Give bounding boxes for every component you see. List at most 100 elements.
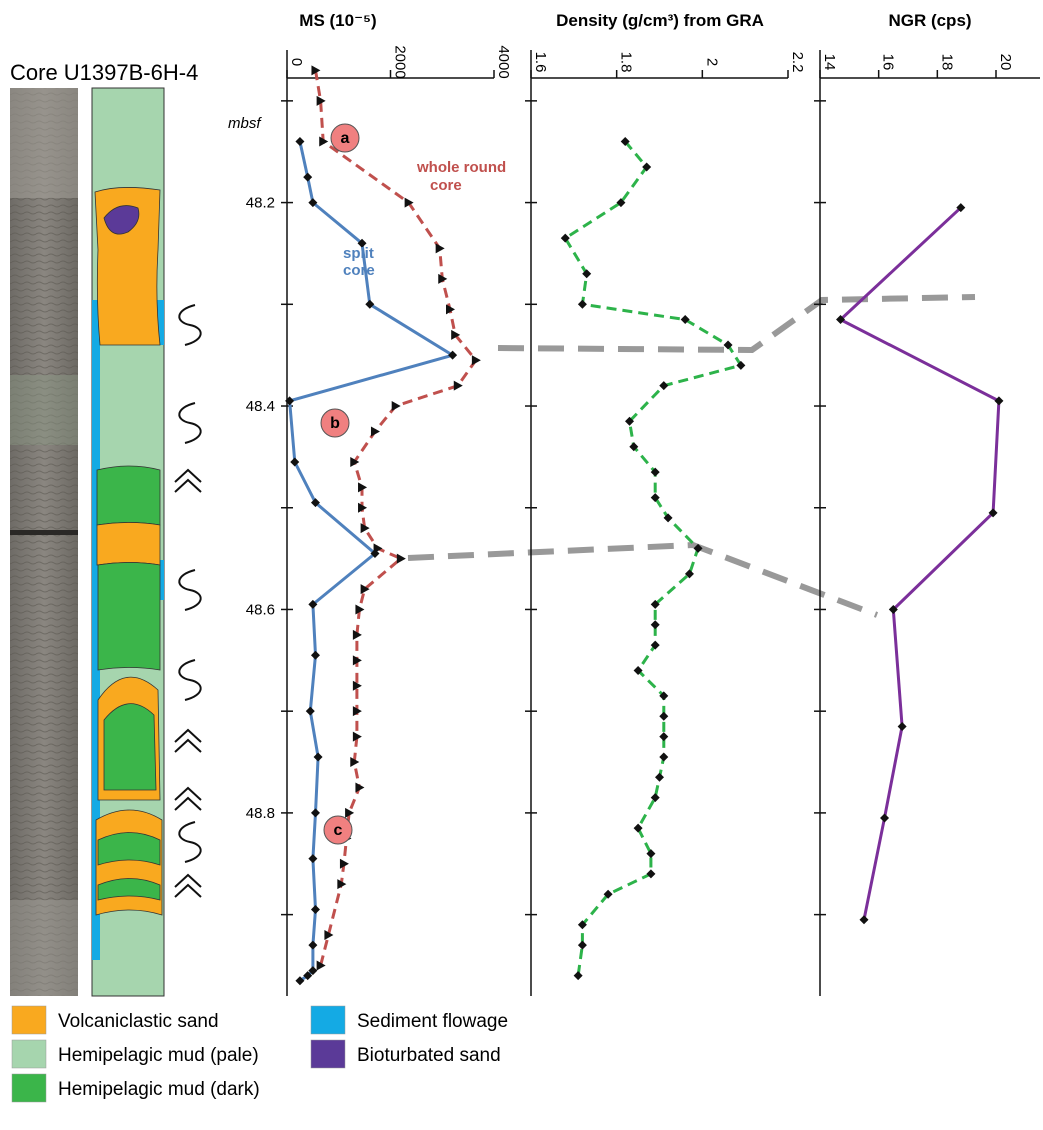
data-point [308,599,318,609]
data-point [577,920,587,930]
legend: Volcaniclastic sand Hemipelagic mud (pale… [11,1005,508,1103]
data-point [352,680,362,691]
data-point [836,315,846,325]
data-point [350,757,360,768]
data-point [316,960,326,971]
annotation-b [320,408,350,438]
lithology-column [91,87,165,997]
data-point [303,172,313,182]
dark-mud-4 [97,832,161,901]
data-point [308,966,318,976]
depth-tick-label: 48.2 [246,195,275,212]
data-point [352,655,362,666]
data-point [396,553,406,564]
sand-bed-2 [96,522,161,566]
legend-label: Hemipelagic mud (dark) [58,1079,260,1100]
data-point [446,304,456,315]
depth-tick-label: 48.6 [246,601,275,618]
data-point [308,854,318,864]
data-point [646,869,656,879]
chevron-symbol [174,786,202,811]
depth-unit: mbsf [228,115,262,132]
x-tick-label: 20 [997,54,1014,71]
legend-label: Bioturbated sand [357,1045,501,1066]
core-label: Core U1397B-6H-4 [10,60,198,85]
data-point [659,752,669,762]
series-line-1-0 [563,140,744,976]
data-point [650,467,660,477]
data-point [355,604,365,615]
data-point [310,905,320,915]
chevron-symbol [174,873,202,898]
data-point [650,640,660,650]
chevron-symbol [174,468,202,493]
ngr-title: NGR (cps) [888,11,971,30]
annotation-label-b: b [330,415,340,432]
legend-swatch [11,1005,47,1035]
flowage-symbol [178,402,202,444]
data-point [659,711,669,721]
x-tick-label: 16 [880,54,897,71]
legend-swatch [310,1039,346,1069]
data-point [404,197,414,208]
dark-mud-3 [103,703,157,791]
data-point [573,971,583,981]
x-tick-label: 1.8 [618,52,635,73]
data-point [358,482,368,493]
data-point [988,508,998,518]
x-tick-label: 14 [821,54,838,71]
data-point [313,752,323,762]
data-point [391,401,401,412]
data-point [370,426,380,437]
depth-tick-label: 48.8 [246,805,275,822]
data-point [310,650,320,660]
data-point [295,976,305,986]
data-point [438,273,448,284]
data-point [305,706,315,716]
data-point [646,849,656,859]
data-point [339,858,349,869]
data-point [620,137,630,147]
data-point [324,929,334,940]
data-point [723,340,733,350]
data-point [451,329,461,340]
data-point [319,136,329,147]
series-label-split: split core [343,245,375,279]
data-point [453,380,463,391]
axes: 0 2000 4000 48.2 48.4 48.6 48.8 1.6 1.8 2 2.2 14 16 1… [246,45,1040,996]
data-point [471,355,481,366]
x-tick-label: 0 [288,58,305,66]
x-tick-label: 2 [703,58,720,66]
data-point [859,915,869,925]
data-point [684,569,694,579]
legend-swatch [310,1005,346,1035]
data-point [994,396,1004,406]
x-tick-label: 1.6 [532,52,549,73]
data-point [693,543,703,553]
data-point [370,549,380,559]
data-point [880,813,890,823]
data-point [659,691,669,701]
chevron-symbol [174,728,202,753]
data-point [582,269,592,279]
data-point [311,65,321,76]
dark-mud-1 [96,465,161,526]
flowage-symbol [178,821,202,863]
flowage-symbol [178,659,202,701]
structure-symbols [174,304,202,898]
correlation-lines [407,294,976,618]
data-point [360,523,370,534]
x-tick-label: 18 [938,54,955,71]
data-point [308,940,318,950]
data-point [316,95,326,106]
x-tick-label: 2000 [392,45,409,78]
data-point [650,493,660,503]
data-point [355,782,365,793]
annotation-a [330,123,360,153]
annotation-c [323,815,353,845]
data-point [650,599,660,609]
flowage-symbol [178,304,202,346]
data-point [345,807,355,818]
data-point [577,940,587,950]
